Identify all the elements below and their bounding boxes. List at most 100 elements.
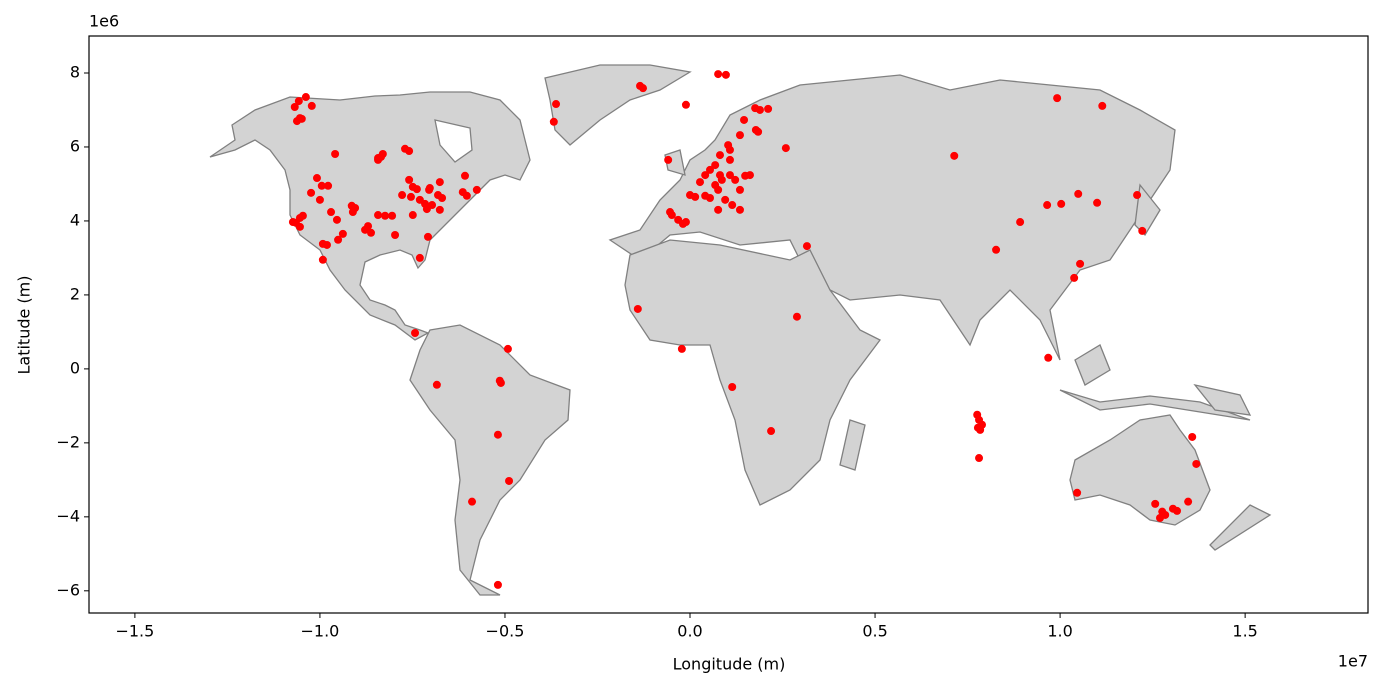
point bbox=[792, 312, 801, 321]
point bbox=[714, 185, 723, 194]
point bbox=[735, 205, 744, 214]
point bbox=[364, 222, 373, 231]
point bbox=[1076, 259, 1085, 268]
y-tick-label: 2 bbox=[70, 284, 80, 303]
point bbox=[1043, 201, 1052, 210]
point bbox=[432, 380, 441, 389]
point bbox=[681, 100, 690, 109]
point bbox=[1057, 199, 1066, 208]
point bbox=[1184, 497, 1193, 506]
y-axis-label: Latitude (m) bbox=[15, 275, 34, 374]
point bbox=[549, 117, 558, 126]
x-axis-label: Longitude (m) bbox=[673, 655, 786, 674]
point bbox=[381, 211, 390, 220]
new-zealand bbox=[1209, 504, 1272, 551]
point bbox=[411, 329, 420, 338]
point bbox=[290, 103, 299, 112]
point bbox=[295, 222, 304, 231]
point bbox=[338, 229, 347, 238]
point bbox=[666, 208, 675, 217]
point bbox=[423, 232, 432, 241]
point bbox=[714, 70, 723, 79]
new-guinea bbox=[1193, 383, 1252, 416]
point bbox=[405, 147, 414, 156]
y-tick-label: 6 bbox=[70, 136, 80, 155]
point bbox=[633, 304, 642, 313]
point bbox=[802, 242, 811, 251]
point bbox=[1156, 513, 1165, 522]
land bbox=[209, 64, 1272, 596]
point bbox=[398, 191, 407, 200]
point bbox=[767, 427, 776, 436]
x-tick-label: −1.0 bbox=[301, 622, 340, 641]
point bbox=[331, 149, 340, 158]
point bbox=[701, 171, 710, 180]
x-offset-label: 1e7 bbox=[1338, 652, 1368, 671]
point bbox=[415, 253, 424, 262]
point bbox=[1173, 506, 1182, 515]
y-offset-label: 1e6 bbox=[89, 12, 119, 31]
point bbox=[715, 151, 724, 160]
point bbox=[435, 178, 444, 187]
x-tick-label: 0.5 bbox=[862, 622, 887, 641]
point bbox=[1070, 273, 1079, 282]
point bbox=[552, 100, 561, 109]
x-tick-label: −0.5 bbox=[486, 622, 525, 641]
point bbox=[745, 171, 754, 180]
point bbox=[691, 192, 700, 201]
point bbox=[1093, 198, 1102, 207]
point bbox=[391, 230, 400, 239]
point bbox=[503, 344, 512, 353]
point bbox=[324, 181, 333, 190]
point bbox=[731, 175, 740, 184]
point bbox=[307, 101, 316, 110]
point bbox=[461, 171, 470, 180]
point bbox=[332, 215, 341, 224]
britain bbox=[664, 149, 686, 176]
point bbox=[468, 497, 477, 506]
point bbox=[301, 93, 310, 102]
africa bbox=[624, 239, 881, 506]
indonesia bbox=[1059, 389, 1251, 421]
point bbox=[297, 114, 306, 123]
point bbox=[1151, 499, 1160, 508]
point bbox=[992, 245, 1001, 254]
point bbox=[714, 205, 723, 214]
point bbox=[315, 195, 324, 204]
point bbox=[1044, 353, 1053, 362]
point bbox=[298, 211, 307, 220]
point bbox=[405, 175, 414, 184]
point bbox=[781, 144, 790, 153]
point bbox=[493, 430, 502, 439]
point bbox=[1192, 459, 1201, 468]
point bbox=[374, 154, 383, 163]
y-tick-label: 0 bbox=[70, 358, 80, 377]
point bbox=[740, 115, 749, 124]
point bbox=[351, 203, 360, 212]
japan bbox=[1134, 183, 1161, 237]
point bbox=[728, 201, 737, 210]
point bbox=[412, 185, 421, 194]
point bbox=[438, 194, 447, 203]
y-tick-label: −2 bbox=[56, 432, 80, 451]
point bbox=[754, 127, 763, 136]
y-tick-label: 8 bbox=[70, 62, 80, 81]
point bbox=[725, 155, 734, 164]
point bbox=[472, 185, 481, 194]
axes-frame bbox=[88, 35, 1369, 614]
x-tick-label: −1.5 bbox=[115, 622, 154, 641]
point bbox=[318, 255, 327, 264]
point bbox=[725, 145, 734, 154]
point bbox=[721, 195, 730, 204]
point bbox=[639, 84, 648, 93]
point bbox=[721, 70, 730, 79]
point bbox=[1188, 432, 1197, 441]
point bbox=[367, 228, 376, 237]
point bbox=[735, 131, 744, 140]
point bbox=[435, 205, 444, 214]
point bbox=[334, 235, 343, 244]
point bbox=[422, 205, 431, 214]
point bbox=[312, 174, 321, 183]
south-america bbox=[409, 324, 571, 596]
